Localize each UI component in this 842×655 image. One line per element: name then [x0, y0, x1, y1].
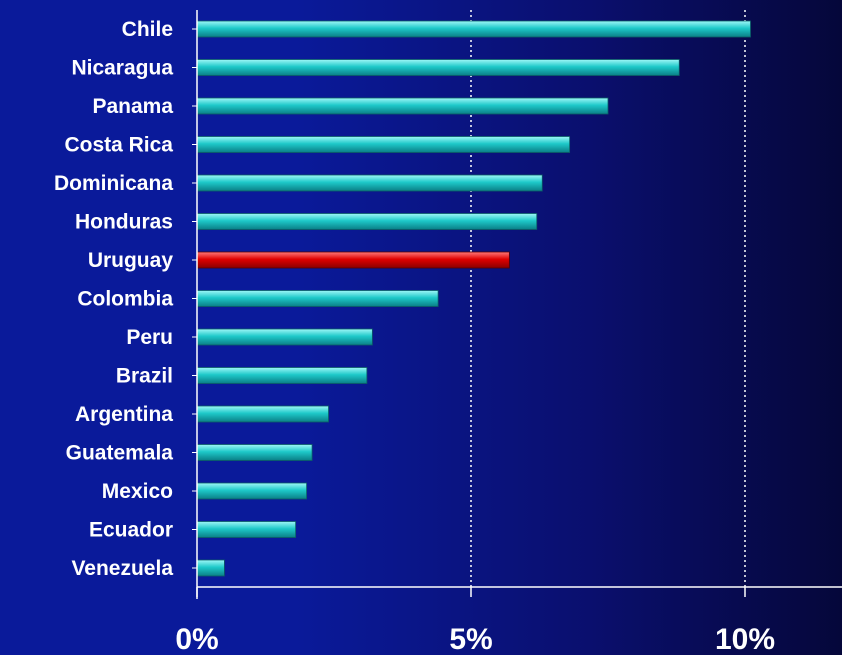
bar-chile: [196, 20, 751, 38]
category-label-guatemala: Guatemala: [66, 442, 174, 465]
x-tick-label-0: 0%: [175, 623, 218, 655]
category-label-dominicana: Dominicana: [54, 172, 173, 195]
bar-peru: [196, 328, 373, 346]
category-label-chile: Chile: [122, 18, 173, 41]
bar-colombia: [196, 290, 439, 307]
category-label-mexico: Mexico: [102, 480, 173, 503]
bar-dominicana: [196, 174, 543, 192]
tick-labels: 0% 5% 10%: [175, 623, 775, 655]
category-label-panama: Panama: [92, 95, 173, 118]
bar-brazil: [196, 367, 368, 384]
category-label-honduras: Honduras: [75, 211, 173, 234]
bar-uruguay: [196, 251, 510, 269]
bar-venezuela: [196, 559, 225, 577]
bar-guatemala: [196, 444, 313, 461]
category-label-nicaragua: Nicaragua: [71, 57, 173, 80]
category-labels: Chile Nicaragua Panama Costa Rica Dominicana…: [54, 18, 173, 580]
category-label-peru: Peru: [126, 326, 173, 349]
category-label-costa-rica: Costa Rica: [64, 134, 173, 157]
category-label-venezuela: Venezuela: [71, 557, 173, 580]
category-label-colombia: Colombia: [77, 288, 173, 311]
bar-argentina: [196, 405, 329, 423]
bars: [196, 20, 751, 577]
bar-costa-rica: [196, 136, 571, 153]
bar-honduras: [196, 213, 538, 230]
category-label-ecuador: Ecuador: [89, 519, 173, 542]
category-label-uruguay: Uruguay: [88, 249, 174, 272]
bar-ecuador: [196, 521, 297, 538]
gridlines: [470, 10, 746, 587]
axes: [192, 10, 842, 599]
x-tick-label-10: 10%: [715, 623, 775, 655]
x-tick-label-5: 5%: [449, 623, 492, 655]
bar-panama: [196, 97, 609, 115]
category-label-argentina: Argentina: [75, 403, 173, 426]
bar-mexico: [196, 482, 307, 500]
category-label-brazil: Brazil: [116, 365, 173, 388]
bar-nicaragua: [196, 59, 680, 76]
